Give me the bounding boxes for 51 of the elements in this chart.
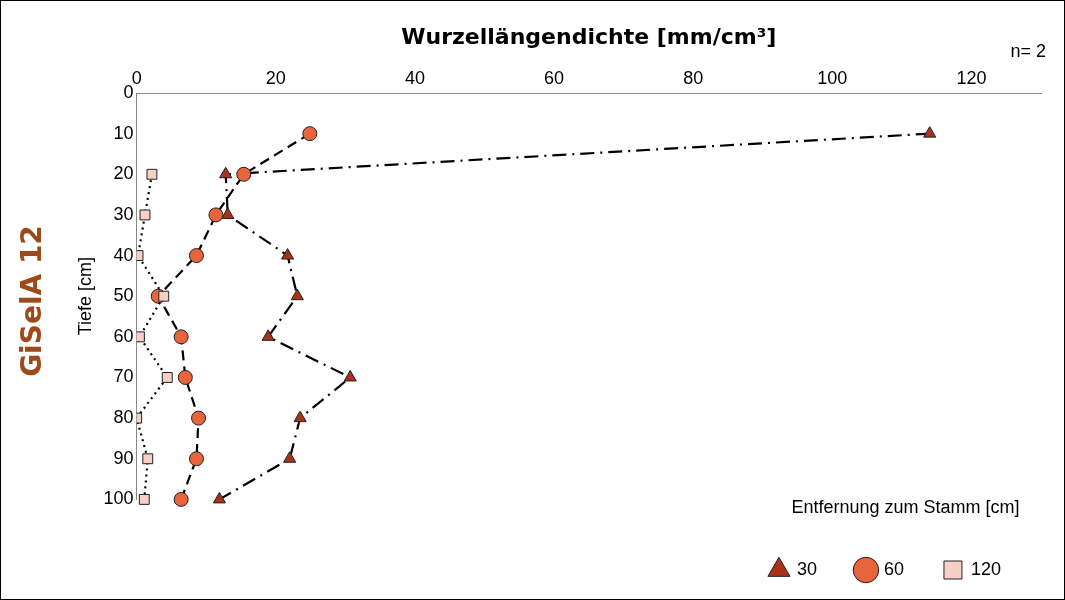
point <box>208 207 224 223</box>
point <box>923 126 937 138</box>
legend-label: 60 <box>883 558 904 579</box>
point <box>343 369 357 382</box>
point <box>212 491 226 504</box>
point <box>293 410 307 423</box>
point <box>139 209 151 221</box>
y-tick-label: 70 <box>113 366 134 387</box>
y-tick-label: 80 <box>113 407 134 428</box>
legend-label: 120 <box>970 558 1002 579</box>
x-tick-label: 40 <box>404 68 425 89</box>
point <box>138 493 150 505</box>
point <box>136 331 145 343</box>
y-tick-label: 10 <box>113 122 134 143</box>
point <box>290 288 304 301</box>
text: GiSelA 12 <box>14 224 48 379</box>
x-tick-label: 60 <box>544 68 565 89</box>
point <box>219 166 233 179</box>
point <box>142 453 154 465</box>
point <box>191 410 207 426</box>
point <box>261 329 275 341</box>
point <box>161 372 173 383</box>
point <box>158 290 170 302</box>
y-tick-label: 90 <box>113 447 134 468</box>
point <box>173 491 189 507</box>
point <box>146 168 158 180</box>
point <box>173 329 189 345</box>
point <box>188 451 204 467</box>
point <box>188 248 204 264</box>
y-axis-title: Tiefe [cm] <box>74 257 95 336</box>
x-tick-label: 120 <box>956 68 987 89</box>
y-tick-label: 0 <box>123 81 134 102</box>
chart-title: Wurzellängendichte [mm/cm³] <box>401 23 777 49</box>
legend-label: 30 <box>796 558 817 579</box>
x-tick-label: 100 <box>817 68 848 89</box>
x-tick-label: 80 <box>683 68 704 89</box>
y-tick-label: 20 <box>113 163 134 184</box>
point <box>177 369 193 385</box>
y-tick-label: 40 <box>113 244 134 265</box>
y-tick-label: 30 <box>113 203 134 224</box>
x-tick-label: 20 <box>265 68 286 89</box>
point <box>236 166 252 182</box>
y-tick-label: 60 <box>113 325 134 346</box>
legend-title: Entfernung zum Stamm [cm] <box>791 497 1020 518</box>
point <box>302 126 318 142</box>
y-tick-label: 100 <box>103 488 134 509</box>
point <box>283 451 297 463</box>
point <box>281 248 295 260</box>
point <box>221 207 235 219</box>
y-tick-label: 50 <box>113 285 134 306</box>
text: n= 2 <box>1010 41 1046 62</box>
